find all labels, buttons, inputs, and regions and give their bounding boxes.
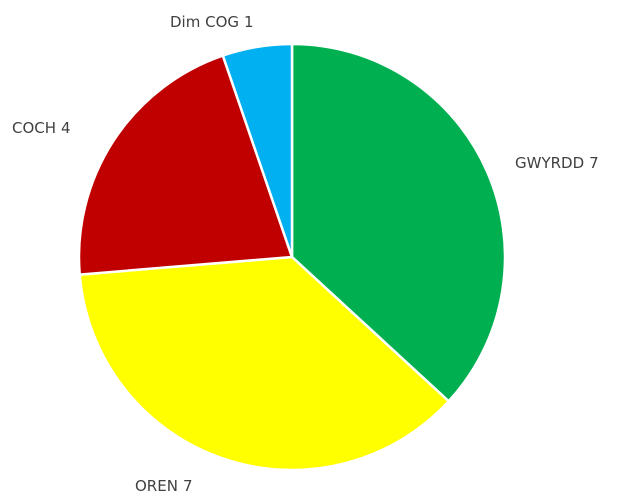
value-label: 7 (183, 477, 193, 495)
category-label: Dim COG (170, 13, 239, 31)
pie-slice (221, 42, 294, 258)
category-label: COCH (12, 119, 56, 137)
value-label: 7 (589, 154, 599, 172)
value-label: 1 (244, 13, 254, 31)
data-label: COCH 4 (12, 119, 71, 137)
pie-slice (78, 255, 451, 472)
pie-slice (290, 42, 507, 404)
data-label: GWYRDD 7 (515, 154, 599, 172)
value-label: 4 (61, 119, 71, 137)
data-label: OREN 7 (135, 477, 192, 495)
category-label: OREN (135, 477, 178, 495)
data-label: Dim COG 1 (170, 13, 254, 31)
pie-slice (77, 53, 294, 276)
category-label: GWYRDD (515, 154, 584, 172)
